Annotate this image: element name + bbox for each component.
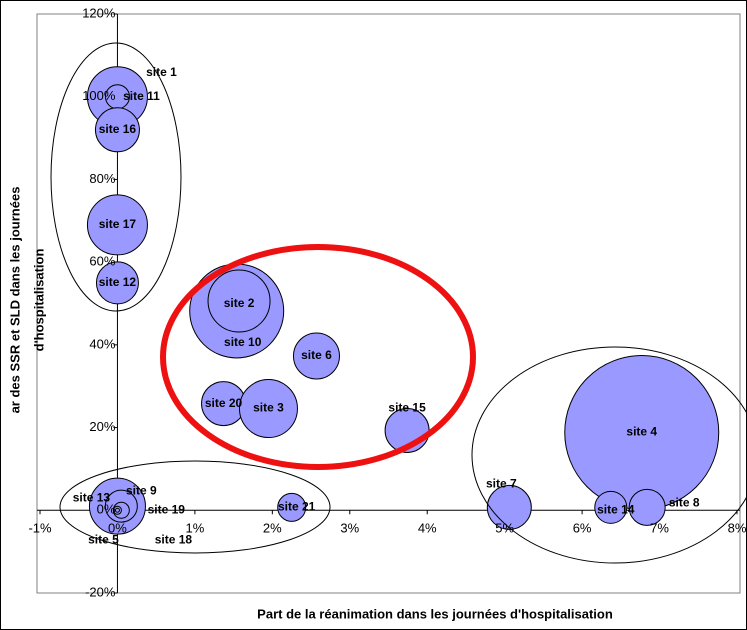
- group-outlines: [50, 42, 747, 564]
- x-axis-title: Part de la réanimation dans les journées…: [257, 606, 613, 621]
- y-tick-label: -20%: [85, 584, 116, 599]
- bubble-label: site 8: [669, 496, 700, 510]
- bubble: [86, 194, 148, 256]
- bubble-label: site 17: [99, 217, 137, 231]
- x-tick-label: 0%: [108, 521, 127, 536]
- x-tick-label: 7%: [650, 521, 669, 536]
- bubble: [292, 332, 340, 380]
- x-tick-label: 3%: [340, 521, 359, 536]
- bubble: [114, 507, 120, 513]
- y-tick-label: 120%: [82, 5, 116, 20]
- y-axis-title: d'hospitalisation: [31, 249, 46, 352]
- x-tick-label: -1%: [28, 521, 52, 536]
- bubble-label: site 19: [148, 502, 186, 516]
- bubble-label: site 11: [123, 89, 160, 103]
- bubble-label: site 16: [99, 122, 137, 136]
- bubble-label: site 14: [597, 503, 635, 517]
- x-tick-label: 5%: [495, 521, 514, 536]
- bubble-label: site 21: [278, 500, 316, 514]
- y-tick-label: 40%: [89, 336, 115, 351]
- bubble: [238, 379, 298, 439]
- bubble: [95, 261, 139, 305]
- x-tick-label: 4%: [418, 521, 437, 536]
- bubble-label: site 13: [73, 490, 111, 504]
- y-tick-label: 80%: [89, 171, 115, 186]
- bubble-label: site 3: [253, 401, 284, 415]
- bubble: [594, 490, 628, 524]
- bubble-label: site 9: [126, 483, 157, 497]
- y-tick-label: 20%: [89, 419, 115, 434]
- bubble-label: site 5: [88, 532, 119, 546]
- x-tick-label: 2%: [263, 521, 282, 536]
- x-tick-label: 1%: [185, 521, 204, 536]
- bubble-label: site 2: [224, 296, 255, 310]
- y-tick-label: 60%: [89, 254, 115, 269]
- highlight-outline: [160, 244, 476, 470]
- bubble: [94, 107, 140, 153]
- bubble: [277, 492, 307, 522]
- group-outline: [50, 42, 182, 312]
- x-tick-label: 6%: [573, 521, 592, 536]
- bubble: [207, 269, 271, 333]
- bubble-label: site 18: [155, 532, 193, 546]
- group-outline: [59, 460, 331, 554]
- bubble-label: site 1: [146, 65, 177, 79]
- y-tick-label: 0%: [97, 502, 116, 517]
- bubbles: [37, 13, 740, 594]
- bubble-label: site 6: [301, 348, 332, 362]
- bubble-label: site 4: [626, 425, 657, 439]
- bubble-label: site 10: [224, 335, 262, 349]
- bubble: [628, 488, 666, 526]
- y-tick-label: 100%: [82, 88, 116, 103]
- x-tick-label: 8%: [728, 521, 747, 536]
- group-outline: [471, 346, 747, 564]
- plot-area: [36, 13, 741, 594]
- bubble: [486, 484, 532, 530]
- bubble-label: site 15: [388, 401, 426, 415]
- bubble-label: site 12: [99, 275, 137, 289]
- bubble-label: site 20: [205, 396, 243, 410]
- y-axis-title: ar des SSR et SLD dans les journées: [7, 187, 22, 414]
- bubble-label: site 7: [486, 477, 517, 491]
